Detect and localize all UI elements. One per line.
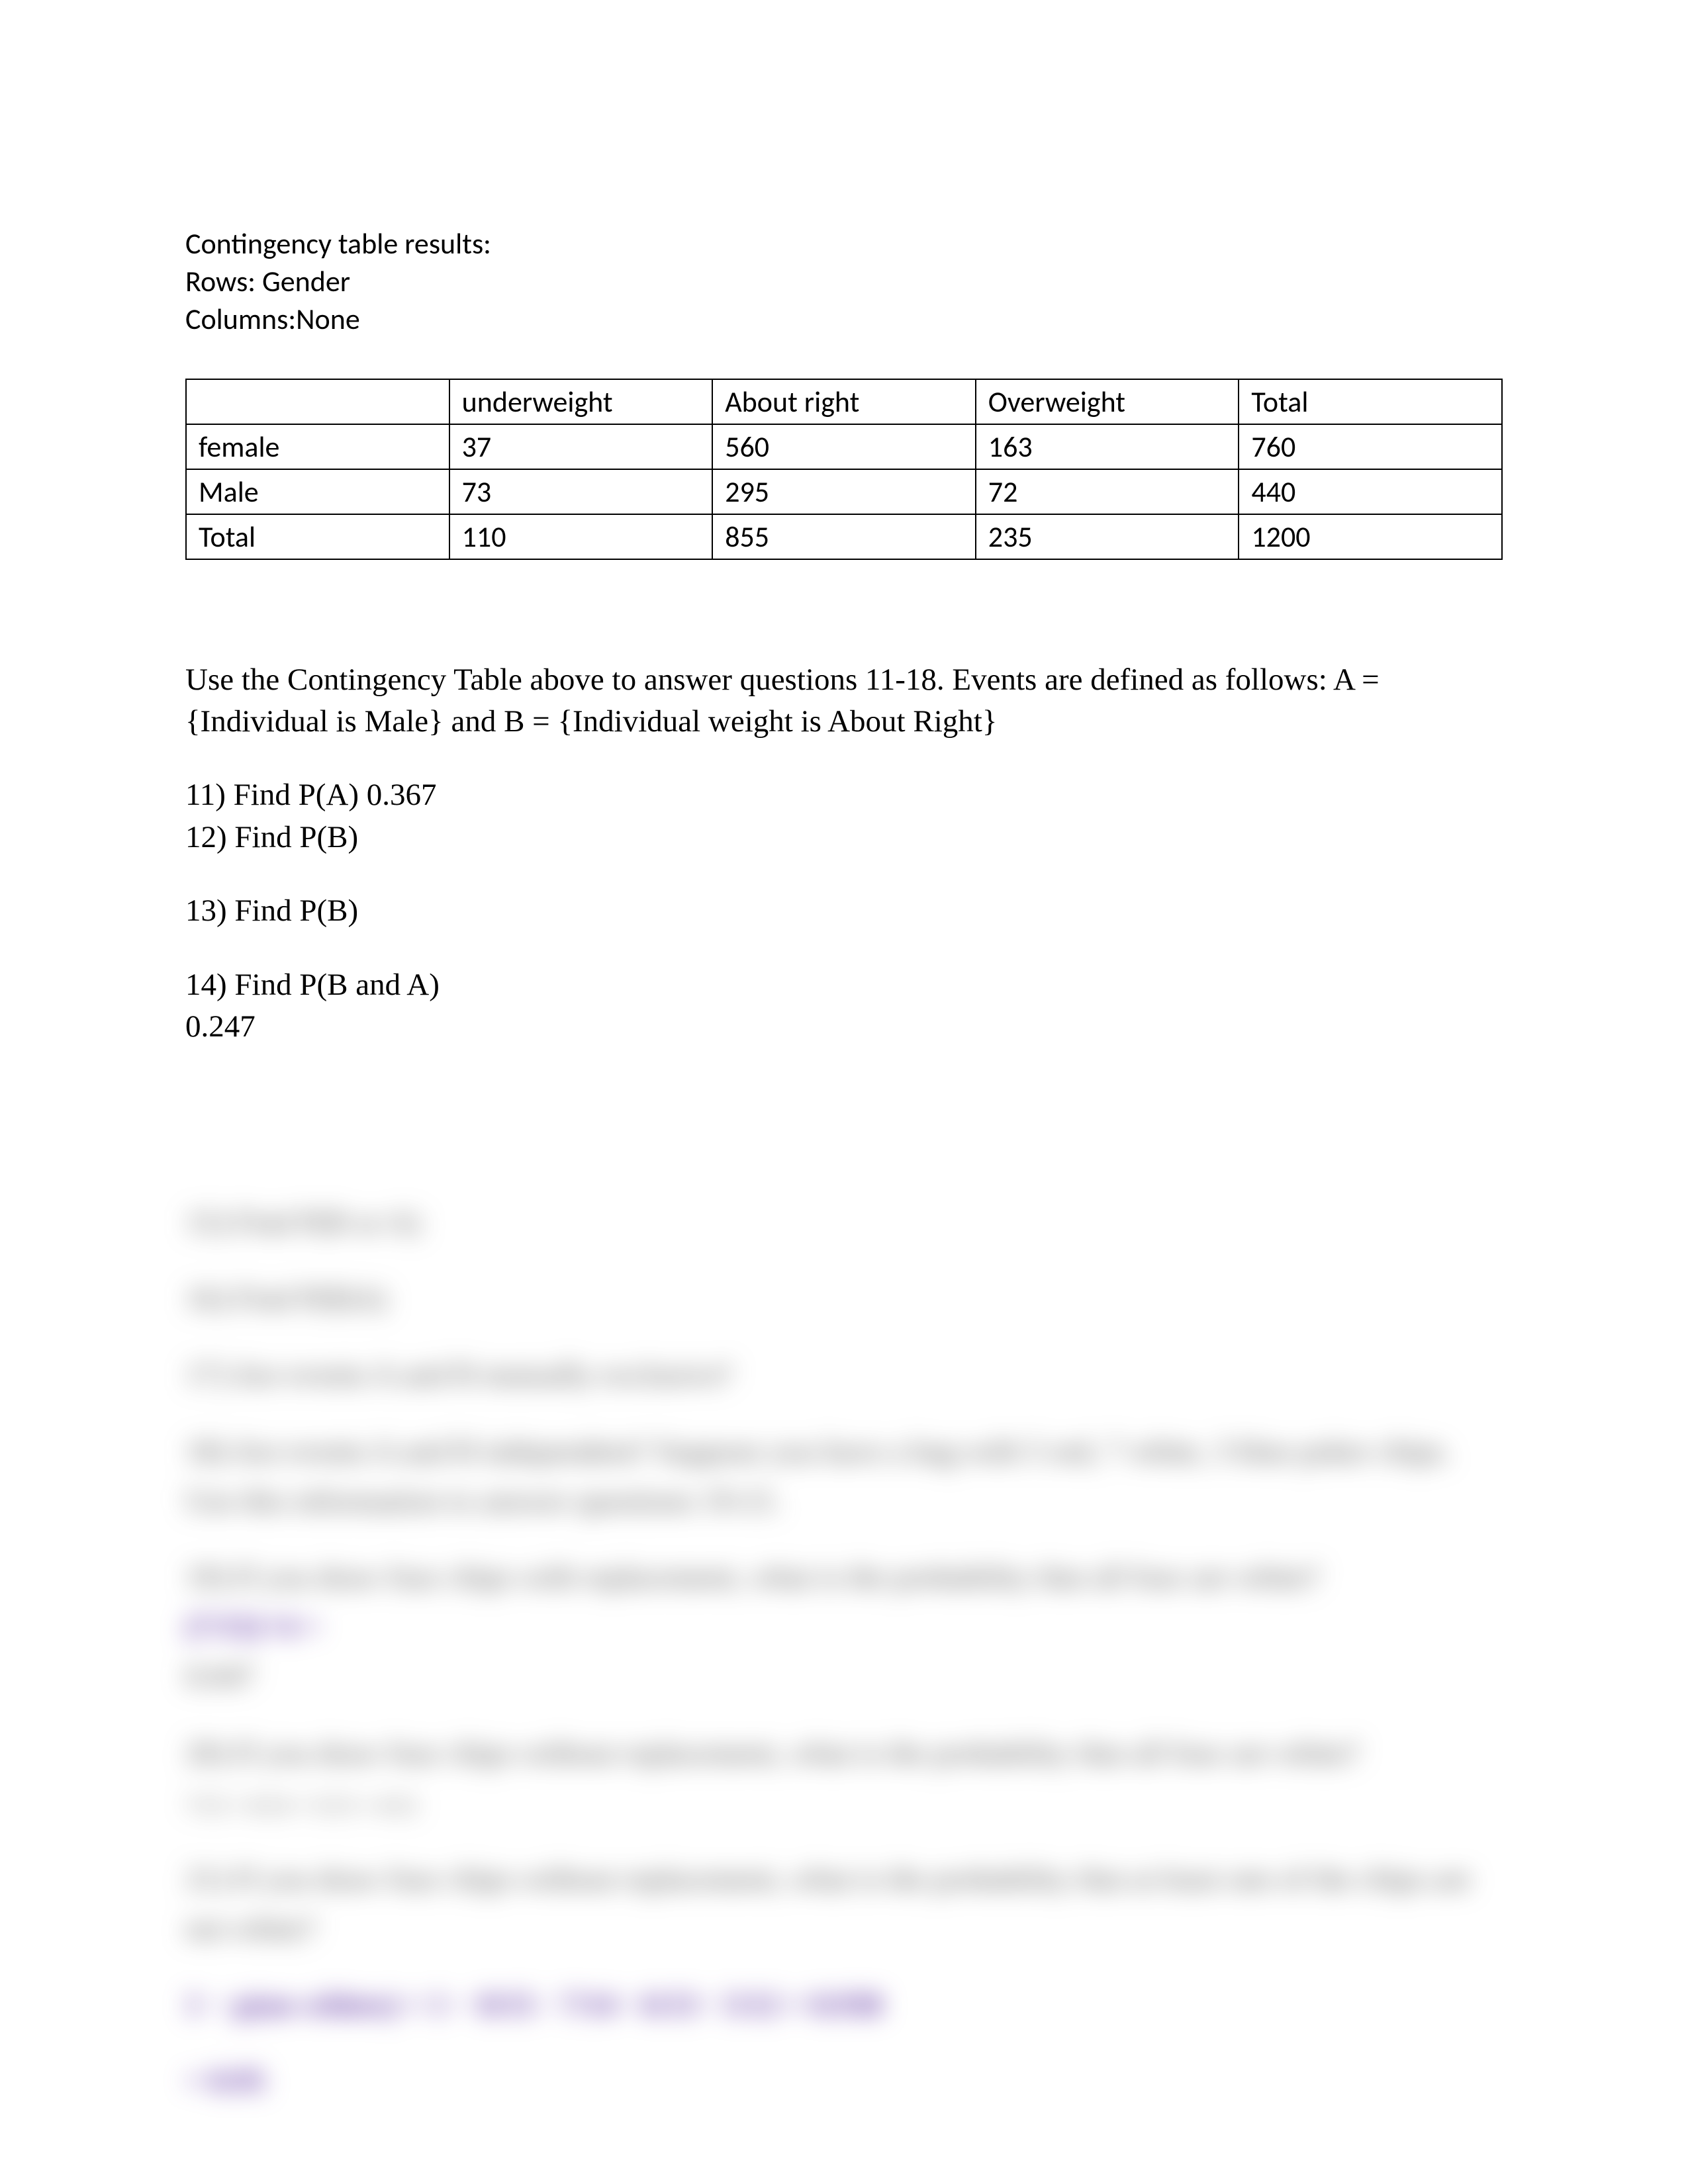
question-11: 11) Find P(A) 0.367 <box>185 774 1503 816</box>
table-cell: 440 <box>1239 469 1502 514</box>
questions-block: Use the Contingency Table above to answe… <box>185 659 1503 1048</box>
table-cell: 855 <box>712 514 976 559</box>
table-cell <box>186 379 449 424</box>
blurred-link: 1 − p(no whites) = 1 − 8/15 · 7/14 · 6/1… <box>185 1980 1503 2030</box>
question-12: 12) Find P(B) <box>185 817 1503 858</box>
contingency-table: underweight About right Overweight Total… <box>185 379 1503 560</box>
table-cell: female <box>186 424 449 469</box>
table-cell: 760 <box>1239 424 1502 469</box>
blurred-line: 16) Find P(B|A) <box>185 1274 1503 1324</box>
blurred-line: 15) Find P(B or A) <box>185 1198 1503 1248</box>
table-cell: Overweight <box>976 379 1239 424</box>
blurred-link: (7/15)^4 = <box>185 1610 320 1644</box>
blurred-line: 17) Are events A and B mutually exclusiv… <box>185 1350 1503 1400</box>
header-line-3: Columns:None <box>185 300 1503 338</box>
table-cell: 560 <box>712 424 976 469</box>
header-line-2: Rows: Gender <box>185 263 1503 300</box>
table-cell: Total <box>186 514 449 559</box>
blurred-line: 21) If you draw four chips without repla… <box>185 1854 1503 1954</box>
blurred-preview-region: 15) Find P(B or A) 16) Find P(B|A) 17) A… <box>185 1198 1503 1999</box>
question-14-answer: 0.247 <box>185 1006 1503 1048</box>
instructions-text: Use the Contingency Table above to answe… <box>185 659 1503 743</box>
table-cell: 72 <box>976 469 1239 514</box>
table-header-row: underweight About right Overweight Total <box>186 379 1502 424</box>
blurred-line: 20) If you draw four chips without repla… <box>185 1729 1503 1828</box>
table-cell: Total <box>1239 379 1502 424</box>
header-line-1: Contingency table results: <box>185 225 1503 263</box>
blurred-line: 18) Are events A and B independent? Supp… <box>185 1427 1503 1526</box>
table-row: female 37 560 163 760 <box>186 424 1502 469</box>
table-cell: 110 <box>449 514 713 559</box>
header-block: Contingency table results: Rows: Gender … <box>185 225 1503 339</box>
table-cell: 1200 <box>1239 514 1502 559</box>
table-cell: Male <box>186 469 449 514</box>
table-cell: About right <box>712 379 976 424</box>
blurred-line: = 0.95 <box>185 2056 1503 2106</box>
table-cell: 73 <box>449 469 713 514</box>
table-cell: 295 <box>712 469 976 514</box>
blurred-line: 19) If you draw four chips with replacem… <box>185 1553 1503 1702</box>
table-cell: 163 <box>976 424 1239 469</box>
table-row: Male 73 295 72 440 <box>186 469 1502 514</box>
question-13: 13) Find P(B) <box>185 890 1503 932</box>
table-cell: 37 <box>449 424 713 469</box>
table-cell: 235 <box>976 514 1239 559</box>
question-14: 14) Find P(B and A) <box>185 964 1503 1006</box>
table-cell: underweight <box>449 379 713 424</box>
table-row: Total 110 855 235 1200 <box>186 514 1502 559</box>
